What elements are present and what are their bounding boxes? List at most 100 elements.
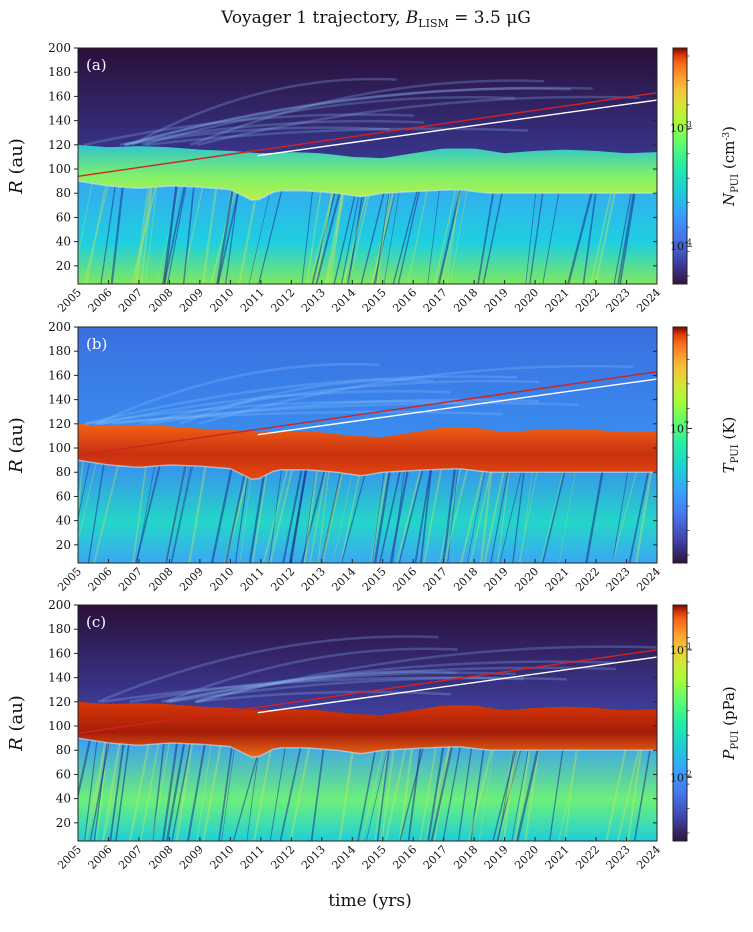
x-tick-label: 2007 — [116, 565, 145, 594]
y-tick-label: 180 — [48, 344, 71, 358]
y-tick-label: 40 — [56, 514, 71, 528]
x-tick-label: 2016 — [390, 843, 419, 872]
panel-label: (c) — [86, 613, 106, 631]
x-tick-label: 2024 — [634, 286, 663, 315]
axes-frame — [77, 604, 658, 842]
x-tick-label: 2008 — [147, 843, 176, 872]
axes-frame — [77, 47, 658, 285]
x-tick-label: 2007 — [116, 843, 145, 872]
x-tick-label: 2016 — [390, 286, 419, 315]
x-tick-label: 2019 — [482, 843, 511, 872]
x-tick-label: 2013 — [299, 565, 328, 594]
y-tick-label: 100 — [48, 719, 71, 733]
x-tick-label: 2017 — [421, 565, 450, 594]
x-tick-label: 2005 — [55, 843, 84, 872]
y-tick-label: 180 — [48, 622, 71, 636]
x-tick-label: 2011 — [238, 565, 267, 594]
y-tick-label: 80 — [56, 465, 71, 479]
x-tick-label: 2007 — [116, 286, 145, 315]
y-axis-label: R (au) — [6, 417, 27, 474]
supersonic-region — [78, 460, 657, 563]
colorbar-tick-label: 10-1 — [670, 642, 692, 657]
x-tick-label: 2010 — [207, 565, 236, 594]
x-tick-label: 2005 — [55, 286, 84, 315]
x-tick-label: 2011 — [238, 843, 267, 872]
x-tick-label: 2006 — [86, 286, 115, 315]
panel-label: (b) — [86, 335, 107, 353]
overlay-line-2 — [257, 656, 657, 714]
y-tick-label: 60 — [56, 767, 71, 781]
colorbar — [672, 604, 688, 842]
colorbar-label: PPUI (pPa) — [720, 686, 741, 760]
y-tick-label: 200 — [48, 41, 71, 55]
heatmap-3 — [78, 605, 657, 841]
heliosheath-region — [78, 423, 657, 480]
y-tick-label: 60 — [56, 489, 71, 503]
y-tick-label: 80 — [56, 186, 71, 200]
x-tick-label: 2012 — [268, 565, 297, 594]
x-tick-label: 2014 — [329, 565, 358, 594]
y-tick-label: 140 — [48, 114, 71, 128]
overlay-line-1 — [78, 92, 657, 177]
y-tick-label: 100 — [48, 162, 71, 176]
y-tick-label: 160 — [48, 368, 71, 382]
x-tick-label: 2006 — [86, 843, 115, 872]
y-tick-label: 40 — [56, 792, 71, 806]
colorbar — [672, 326, 688, 564]
y-tick-label: 160 — [48, 646, 71, 660]
overlay-line-2 — [257, 99, 657, 157]
termination-shock-line — [78, 737, 657, 758]
x-tick-label: 2014 — [329, 843, 358, 872]
heatmap-1 — [78, 48, 657, 284]
x-tick-label: 2023 — [604, 843, 633, 872]
overlay-line-1 — [78, 371, 657, 456]
x-axis-label: time (yrs) — [328, 891, 412, 911]
x-tick-label: 2008 — [147, 286, 176, 315]
figure-title: Voyager 1 trajectory, BLISM = 3.5 μG — [220, 8, 531, 30]
termination-shock-line — [78, 180, 657, 201]
x-tick-label: 2005 — [55, 565, 84, 594]
x-tick-label: 2021 — [543, 565, 572, 594]
x-tick-label: 2024 — [634, 565, 663, 594]
colorbar-tick-label: 10-3 — [670, 120, 692, 135]
y-tick-label: 120 — [48, 138, 71, 152]
panel-label: (a) — [86, 56, 107, 74]
x-tick-label: 2009 — [177, 565, 206, 594]
x-tick-label: 2019 — [482, 286, 511, 315]
y-tick-label: 80 — [56, 743, 71, 757]
y-tick-label: 20 — [56, 816, 71, 830]
x-tick-label: 2009 — [177, 843, 206, 872]
x-tick-label: 2023 — [604, 565, 633, 594]
x-tick-label: 2011 — [238, 286, 267, 315]
x-tick-label: 2006 — [86, 565, 115, 594]
x-tick-label: 2021 — [543, 843, 572, 872]
colorbar-label: TPUI (K) — [720, 417, 741, 474]
x-tick-label: 2015 — [360, 286, 389, 315]
y-tick-label: 100 — [48, 441, 71, 455]
termination-shock-line — [78, 459, 657, 480]
y-axis-label: R (au) — [6, 138, 27, 195]
x-tick-label: 2018 — [451, 843, 480, 872]
x-tick-label: 2015 — [360, 565, 389, 594]
y-tick-label: 200 — [48, 320, 71, 334]
supersonic-region — [78, 181, 657, 284]
x-tick-label: 2013 — [299, 286, 328, 315]
x-tick-label: 2012 — [268, 843, 297, 872]
y-tick-label: 120 — [48, 417, 71, 431]
colorbar-tick-label: 10-2 — [670, 769, 692, 784]
x-tick-label: 2022 — [573, 286, 602, 315]
x-tick-label: 2020 — [512, 286, 541, 315]
y-tick-label: 180 — [48, 65, 71, 79]
overlay-line-2 — [257, 378, 657, 436]
x-tick-label: 2009 — [177, 286, 206, 315]
x-tick-label: 2022 — [573, 843, 602, 872]
y-tick-label: 200 — [48, 598, 71, 612]
x-tick-label: 2022 — [573, 565, 602, 594]
heliosheath-region — [78, 701, 657, 758]
x-tick-label: 2024 — [634, 843, 663, 872]
y-axis-label: R (au) — [6, 695, 27, 752]
